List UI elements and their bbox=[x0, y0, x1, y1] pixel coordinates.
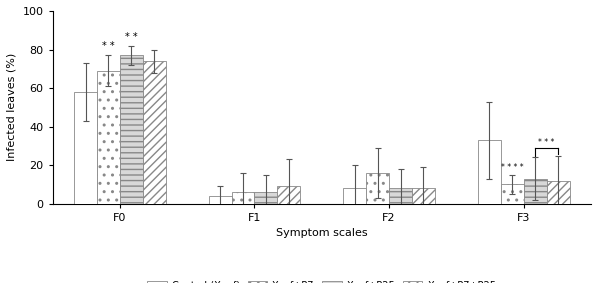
Bar bbox=[478, 140, 501, 204]
Bar bbox=[231, 192, 255, 204]
Y-axis label: Infected leaves (%): Infected leaves (%) bbox=[7, 53, 17, 162]
Bar bbox=[143, 61, 166, 204]
Text: * *: * * bbox=[125, 32, 138, 42]
Bar bbox=[389, 188, 412, 204]
Bar bbox=[501, 185, 524, 204]
Bar bbox=[343, 188, 366, 204]
Bar bbox=[547, 181, 569, 204]
Bar bbox=[209, 196, 231, 204]
Bar bbox=[412, 188, 435, 204]
Bar bbox=[74, 92, 97, 204]
Legend: Control (Xapf), Xapf+P7, Xapf+P25, Xapf+P7+P25: Control (Xapf), Xapf+P7, Xapf+P25, Xapf+… bbox=[144, 278, 499, 283]
Bar bbox=[277, 186, 300, 204]
Text: * *: * * bbox=[102, 41, 115, 52]
Text: * * *: * * * bbox=[538, 138, 555, 147]
Bar bbox=[255, 192, 277, 204]
Text: * * * *: * * * * bbox=[501, 163, 524, 172]
X-axis label: Symptom scales: Symptom scales bbox=[276, 228, 368, 238]
Bar bbox=[524, 179, 547, 204]
Bar bbox=[120, 55, 143, 204]
Bar bbox=[366, 173, 389, 204]
Bar bbox=[97, 71, 120, 204]
